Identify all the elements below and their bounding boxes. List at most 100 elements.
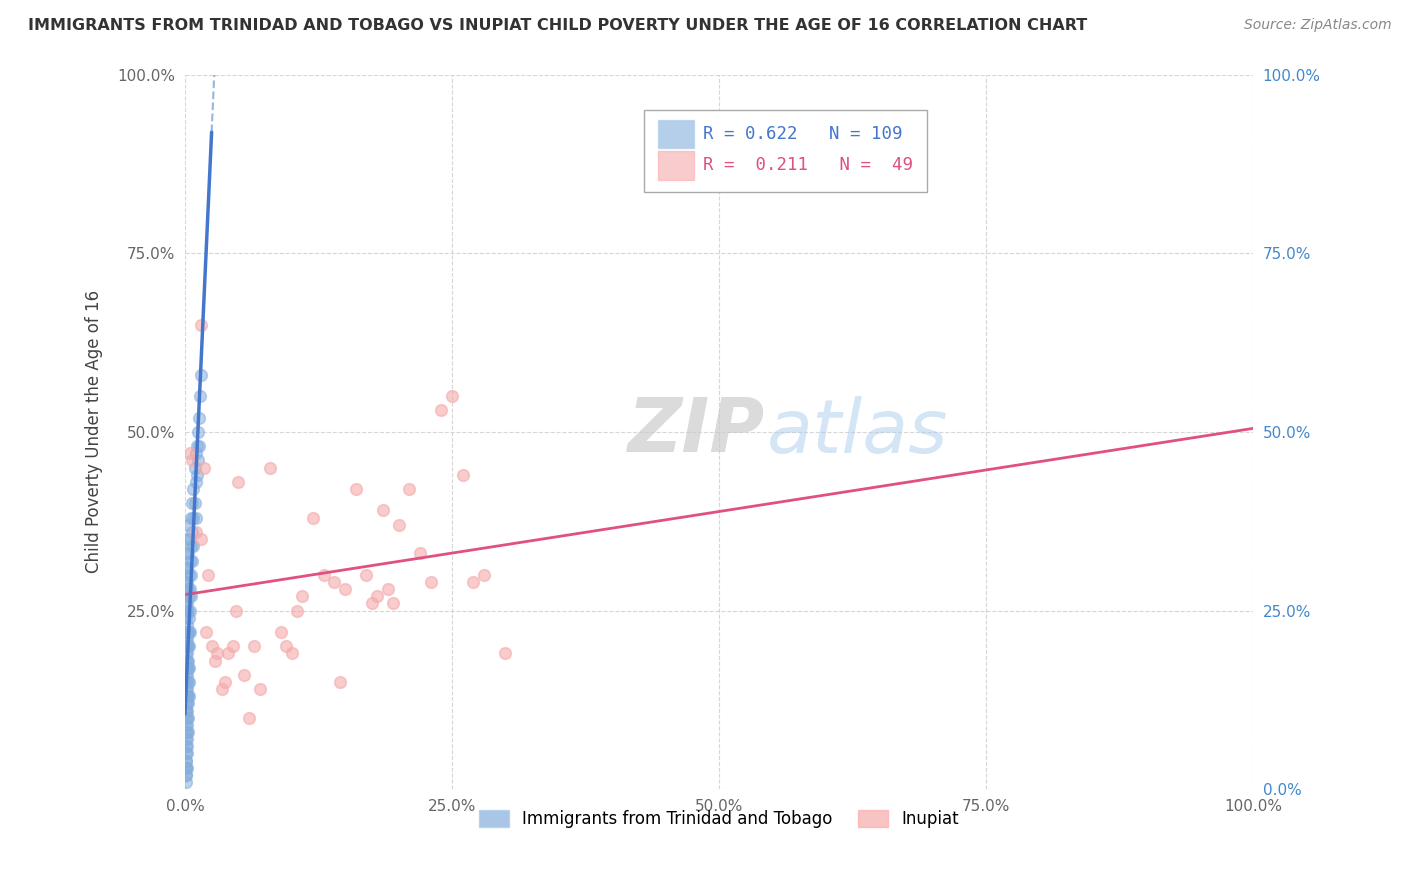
Point <box>177 725 200 739</box>
Point <box>285 603 308 617</box>
Point <box>174 697 197 711</box>
Point <box>174 768 197 782</box>
Point <box>174 704 197 718</box>
Point <box>179 582 201 596</box>
Point <box>232 668 254 682</box>
Point <box>177 603 200 617</box>
Point <box>184 524 207 539</box>
FancyBboxPatch shape <box>644 111 927 193</box>
Point <box>176 632 198 647</box>
Point <box>344 482 367 496</box>
Point <box>181 553 204 567</box>
Point <box>217 647 239 661</box>
Point <box>176 582 198 596</box>
Point <box>176 725 198 739</box>
Point <box>243 640 266 654</box>
Point <box>174 754 197 768</box>
Point <box>183 496 205 510</box>
Point <box>187 453 209 467</box>
Point <box>174 761 197 775</box>
Point <box>184 446 207 460</box>
Point <box>176 546 198 560</box>
Point <box>179 567 201 582</box>
Point <box>211 682 233 697</box>
Point <box>190 318 212 332</box>
Point <box>176 596 198 610</box>
Point <box>187 410 209 425</box>
Text: Source: ZipAtlas.com: Source: ZipAtlas.com <box>1244 18 1392 32</box>
Point <box>174 675 197 690</box>
Point <box>179 603 201 617</box>
Point <box>360 596 382 610</box>
FancyBboxPatch shape <box>658 120 695 148</box>
Point <box>225 603 247 617</box>
Point <box>174 589 197 603</box>
Point <box>323 574 346 589</box>
Point <box>179 589 201 603</box>
Point <box>302 510 325 524</box>
Point <box>179 610 201 624</box>
Point <box>174 725 197 739</box>
Point <box>329 675 352 690</box>
Y-axis label: Child Poverty Under the Age of 16: Child Poverty Under the Age of 16 <box>86 290 103 574</box>
Point <box>419 574 441 589</box>
Point <box>180 567 202 582</box>
Point <box>183 482 205 496</box>
Point <box>179 625 201 640</box>
Point <box>440 389 463 403</box>
Point <box>382 596 405 610</box>
Point <box>174 761 197 775</box>
Point <box>184 475 207 489</box>
Point <box>180 539 202 553</box>
Point <box>174 711 197 725</box>
Point <box>176 654 198 668</box>
Point <box>174 690 197 704</box>
Text: ZIP: ZIP <box>628 395 765 468</box>
Point <box>177 640 200 654</box>
Point <box>176 661 198 675</box>
Point <box>184 510 207 524</box>
Point <box>204 654 226 668</box>
Point <box>181 453 204 467</box>
Point <box>197 567 219 582</box>
Point <box>174 747 197 761</box>
Point <box>174 647 197 661</box>
Point <box>312 567 335 582</box>
Point <box>174 690 197 704</box>
Point <box>174 768 197 782</box>
Point <box>177 675 200 690</box>
Point <box>214 675 236 690</box>
Point <box>249 682 271 697</box>
Point <box>176 682 198 697</box>
Legend: Immigrants from Trinidad and Tobago, Inupiat: Immigrants from Trinidad and Tobago, Inu… <box>472 803 966 835</box>
Point <box>183 539 205 553</box>
Point <box>190 532 212 546</box>
Text: R =  0.211   N =  49: R = 0.211 N = 49 <box>703 156 912 174</box>
Text: IMMIGRANTS FROM TRINIDAD AND TOBAGO VS INUPIAT CHILD POVERTY UNDER THE AGE OF 16: IMMIGRANTS FROM TRINIDAD AND TOBAGO VS I… <box>28 18 1087 33</box>
Point <box>186 467 208 482</box>
Point <box>187 425 209 439</box>
Point <box>177 625 200 640</box>
Point <box>183 510 205 524</box>
Point <box>186 439 208 453</box>
Point <box>291 589 314 603</box>
Point <box>174 682 197 697</box>
Point <box>174 668 197 682</box>
Point <box>176 603 198 617</box>
Point <box>377 582 399 596</box>
Point <box>451 467 474 482</box>
Point <box>174 574 197 589</box>
FancyBboxPatch shape <box>658 151 695 179</box>
Point <box>174 596 197 610</box>
Text: R = 0.622   N = 109: R = 0.622 N = 109 <box>703 125 903 143</box>
Point <box>176 732 198 747</box>
Point <box>174 754 197 768</box>
Point <box>179 446 201 460</box>
Point <box>179 553 201 567</box>
Point <box>177 690 200 704</box>
Point <box>333 582 356 596</box>
Point <box>181 524 204 539</box>
Point <box>463 574 485 589</box>
Point <box>181 496 204 510</box>
Point <box>174 775 197 789</box>
